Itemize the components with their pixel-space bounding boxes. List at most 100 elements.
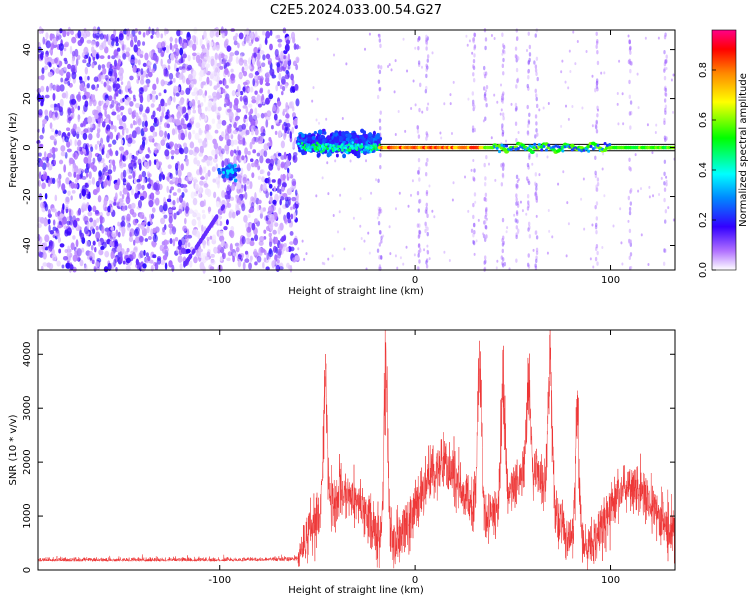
noise-speckle [116, 77, 120, 82]
noise-speckle [95, 41, 100, 47]
noise-speckle [72, 254, 78, 262]
figure-title: C2E5.2024.033.00.54.G27 [270, 3, 442, 18]
sparse-speckle [500, 108, 503, 112]
noise-speckle [238, 32, 244, 40]
snr-ylabel: SNR (10 * v/v) [8, 414, 19, 485]
noise-speckle [121, 114, 127, 122]
noise-speckle [281, 173, 286, 181]
noise-speckle [173, 85, 178, 94]
carrier-segment [501, 147, 507, 152]
noise-speckle [138, 87, 144, 95]
faint-streak [472, 222, 476, 228]
noise-speckle [141, 184, 145, 191]
faint-streak [472, 78, 476, 83]
noise-speckle [225, 62, 230, 67]
noise-speckle [282, 58, 288, 68]
noise-speckle [254, 128, 259, 136]
noise-speckle [72, 235, 76, 240]
noise-speckle [178, 73, 183, 81]
y-tick-label: 3000 [22, 395, 33, 420]
noise-speckle [96, 105, 101, 111]
sparse-speckle [368, 32, 371, 36]
noise-speckle [70, 242, 75, 251]
scattered-signal [323, 131, 327, 135]
noise-speckle [153, 182, 158, 191]
noise-speckle [64, 59, 68, 65]
faint-streak [501, 174, 505, 179]
sparse-speckle [337, 230, 340, 234]
noise-speckle [53, 84, 58, 91]
noise-speckle [227, 251, 233, 257]
noise-speckle [119, 73, 124, 82]
carrier-spread [561, 149, 565, 153]
noise-speckle [226, 45, 232, 52]
noise-speckle [96, 84, 100, 88]
sparse-speckle [647, 263, 650, 267]
noise-speckle [284, 43, 290, 52]
noise-speckle [275, 106, 280, 114]
faint-streak [515, 174, 519, 180]
noise-speckle [271, 260, 275, 267]
faint-streak [377, 79, 381, 84]
noise-speckle [48, 245, 53, 252]
noise-speckle [241, 235, 246, 245]
noise-speckle [105, 99, 110, 106]
sparse-speckle [365, 159, 368, 163]
faint-streak [501, 32, 504, 37]
scattered-signal-core [326, 147, 329, 150]
noise-speckle [217, 106, 222, 112]
faint-streak [470, 228, 474, 234]
noise-speckle [115, 42, 119, 47]
noise-speckle [125, 195, 131, 205]
spectrogram-marks [36, 26, 676, 274]
noise-speckle [201, 224, 204, 232]
noise-speckle [233, 97, 239, 106]
sparse-speckle [359, 197, 362, 201]
noise-speckle [78, 91, 81, 97]
noise-speckle [248, 42, 253, 47]
faint-streak [516, 184, 519, 189]
noise-speckle [145, 78, 151, 85]
noise-speckle [281, 186, 285, 191]
noise-speckle [67, 132, 71, 137]
scattered-signal-core [374, 144, 378, 148]
noise-speckle [209, 235, 213, 240]
noise-speckle [184, 129, 188, 138]
noise-speckle [255, 119, 258, 125]
noise-speckle [127, 96, 131, 103]
noise-speckle [167, 97, 172, 106]
faint-streak [534, 88, 537, 94]
x-tick-label: 100 [601, 275, 620, 286]
noise-speckle [259, 78, 264, 85]
noise-speckle [238, 57, 244, 66]
colorbar-ticks: 0.00.20.40.60.8 [698, 62, 716, 278]
sparse-speckle [538, 173, 541, 177]
noise-speckle [107, 55, 111, 60]
faint-streak [663, 248, 666, 253]
noise-speckle [80, 232, 85, 241]
noise-speckle [242, 86, 246, 92]
faint-streak [535, 235, 539, 240]
noise-speckle [174, 47, 180, 57]
noise-speckle [256, 113, 260, 119]
noise-speckle [167, 132, 170, 140]
faint-streak [472, 240, 476, 246]
noise-speckle [156, 77, 159, 85]
noise-speckle [112, 69, 117, 78]
noise-speckle [49, 148, 53, 154]
faint-streak [416, 169, 420, 175]
sparse-speckle [470, 168, 473, 172]
faint-streak [535, 198, 538, 203]
sparse-speckle [601, 246, 604, 250]
noise-streak [205, 228, 209, 234]
noise-speckle [242, 70, 248, 77]
noise-speckle [287, 65, 291, 70]
noise-speckle [140, 75, 144, 82]
noise-speckle [69, 45, 73, 55]
snr-background [38, 330, 675, 570]
noise-speckle [281, 90, 284, 96]
noise-speckle [92, 228, 96, 235]
noise-speckle [71, 36, 77, 44]
noise-speckle [201, 61, 207, 69]
noise-speckle [155, 161, 160, 169]
